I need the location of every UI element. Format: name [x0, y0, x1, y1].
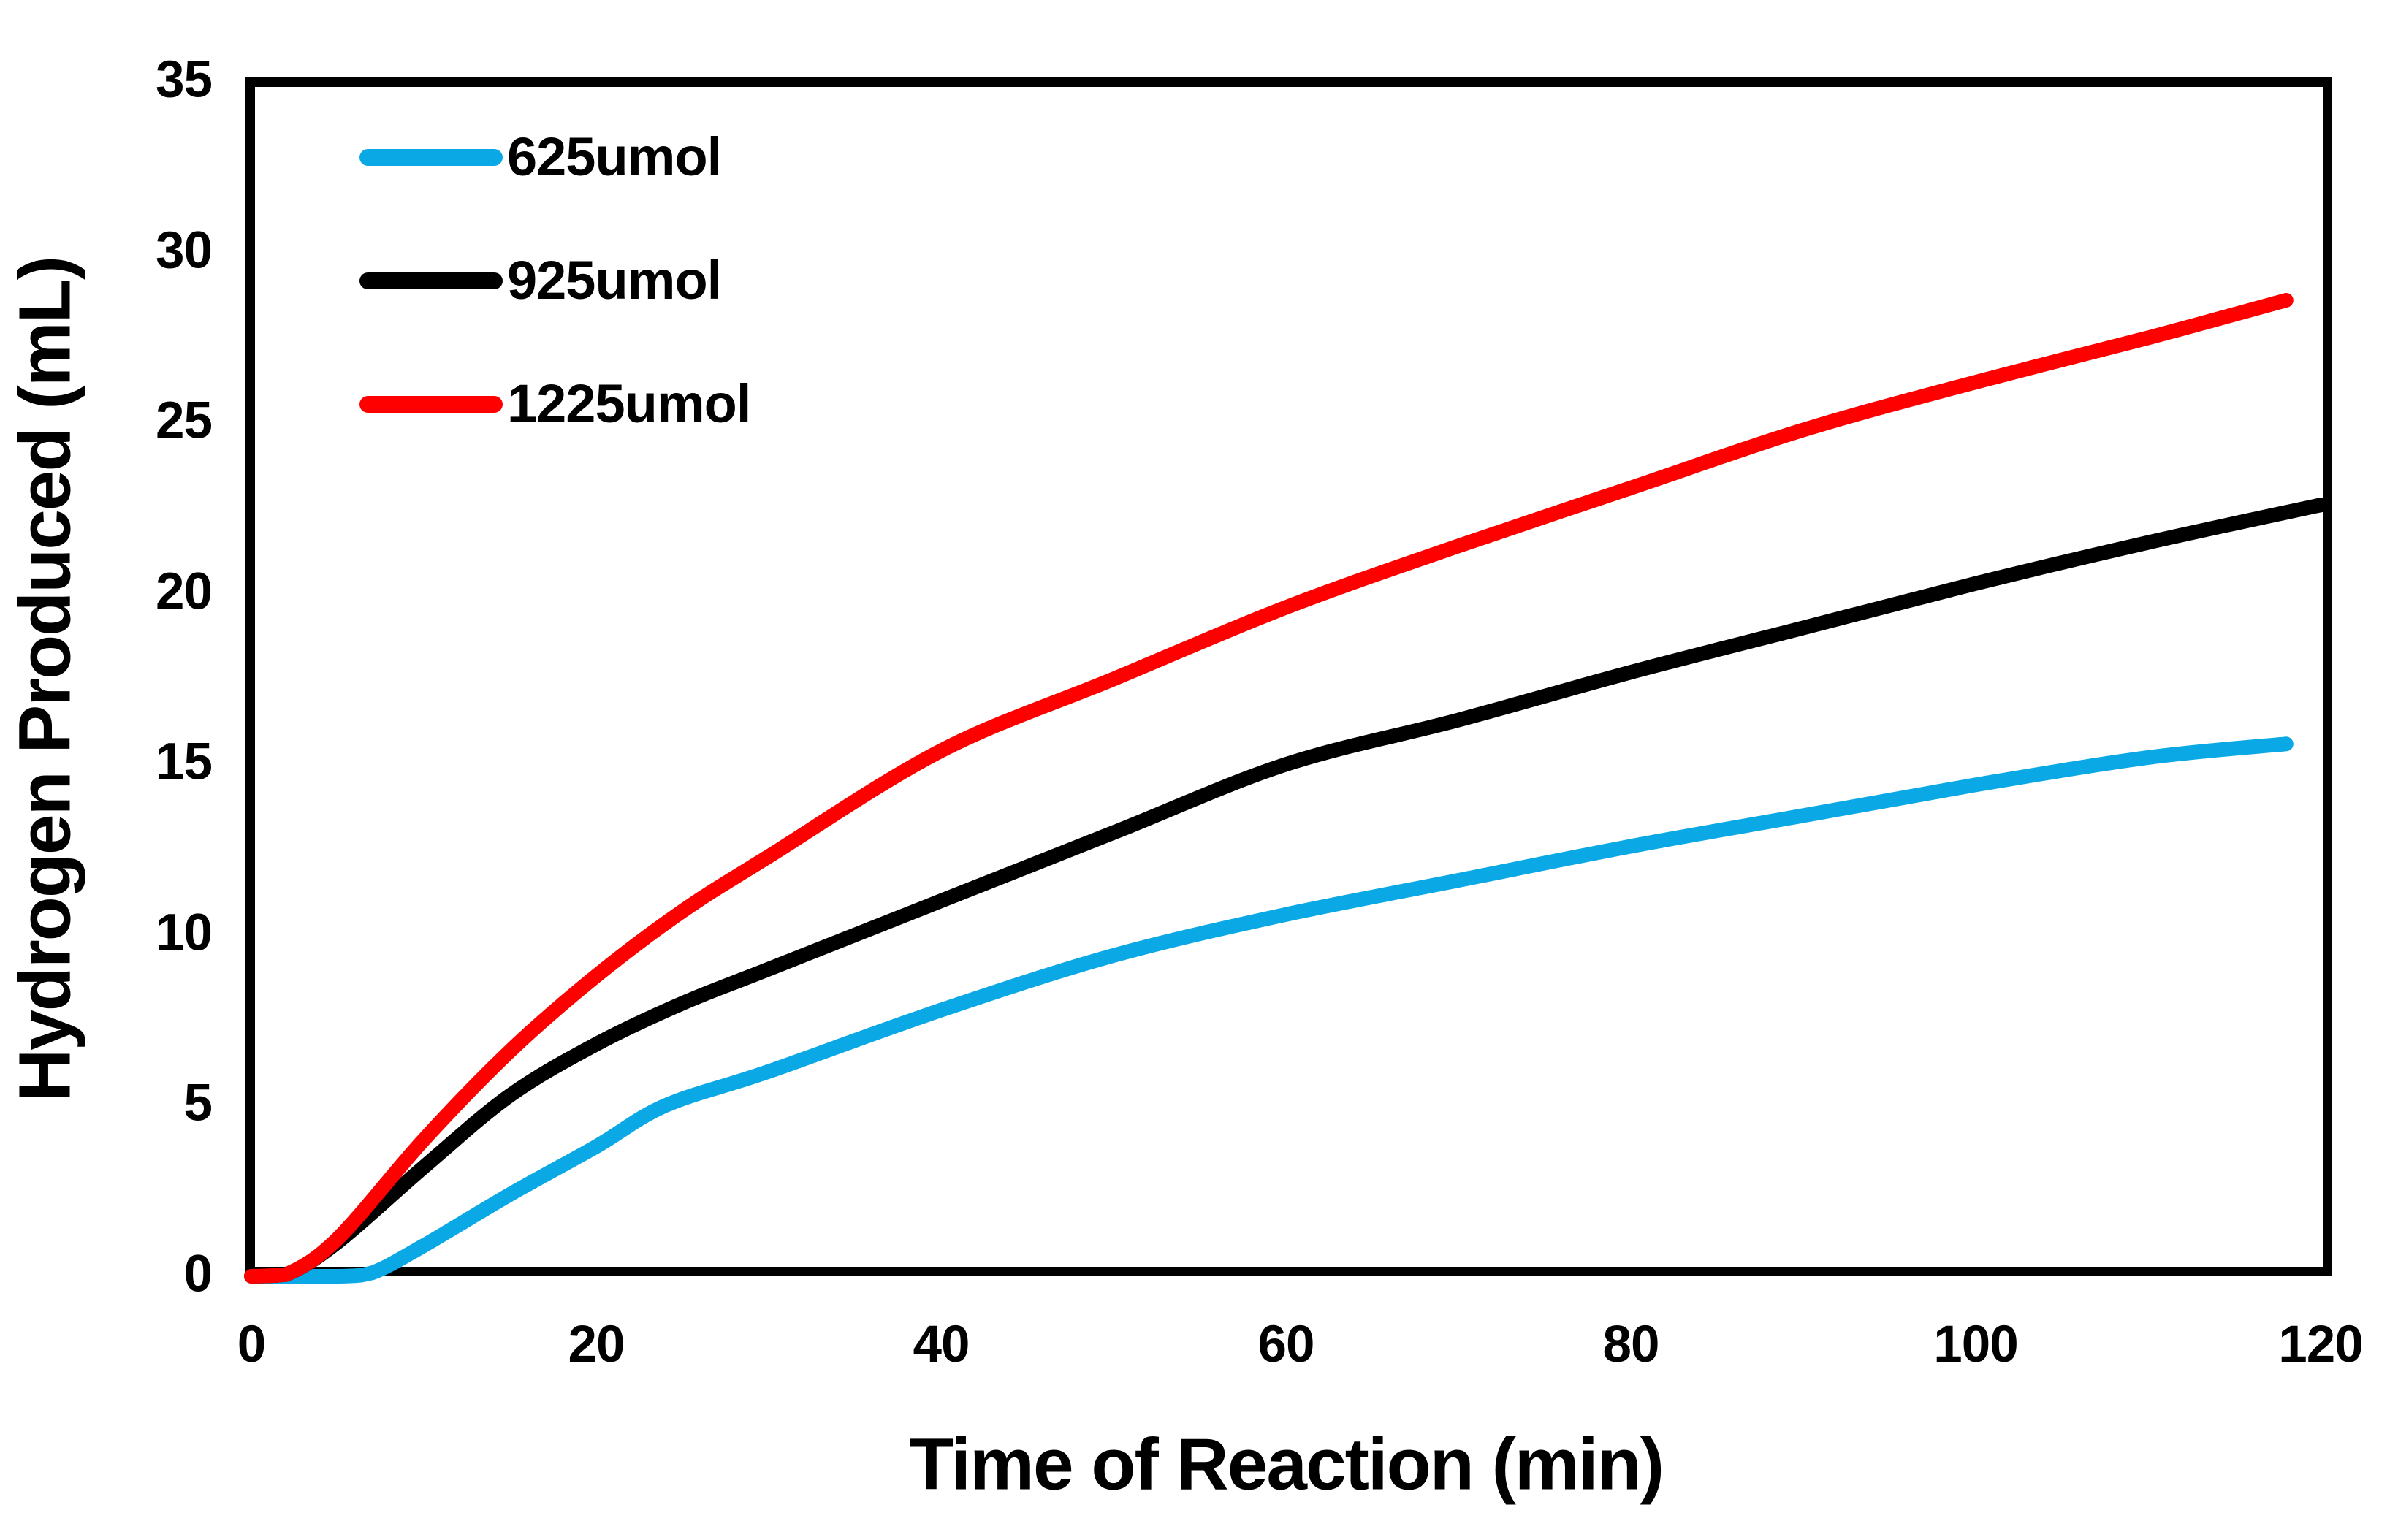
legend-line-swatch: [359, 395, 503, 413]
y-tick-label: 0: [183, 1245, 213, 1303]
y-axis-title: Hydrogen Produced (mL): [4, 256, 86, 1102]
series-line-1225umol: [244, 293, 2294, 1284]
x-tick-label: 100: [1933, 1316, 2018, 1373]
y-tick-label: 35: [156, 50, 213, 109]
legend-label: 625umol: [507, 126, 722, 187]
legend-label: 1225umol: [507, 373, 751, 434]
y-tick-label: 20: [156, 562, 213, 620]
series-line-925umol: [244, 498, 2328, 1284]
legend-item-1225umol: 1225umol: [359, 373, 751, 434]
y-tick-label: 5: [183, 1074, 213, 1132]
legend-item-625umol: 625umol: [359, 126, 722, 187]
legend-line-swatch: [359, 148, 503, 166]
legend-item-925umol: 925umol: [359, 250, 722, 310]
x-tick-label: 80: [1602, 1316, 1660, 1373]
x-tick-label: 120: [2278, 1316, 2363, 1373]
x-tick-label: 60: [1257, 1316, 1315, 1373]
x-axis-title: Time of Reaction (min): [908, 1423, 1664, 1506]
plot-frame: [245, 77, 2332, 1276]
y-tick-label: 10: [156, 904, 213, 962]
legend-label: 925umol: [507, 250, 722, 310]
x-tick-label: 40: [913, 1316, 970, 1373]
series-line-625umol: [244, 736, 2294, 1284]
x-tick-label: 0: [237, 1316, 266, 1373]
legend-line-swatch: [359, 272, 503, 289]
y-tick-label: 30: [156, 221, 213, 279]
y-tick-label: 15: [156, 733, 213, 791]
y-tick-label: 25: [156, 392, 213, 450]
x-tick-label: 20: [568, 1316, 625, 1373]
